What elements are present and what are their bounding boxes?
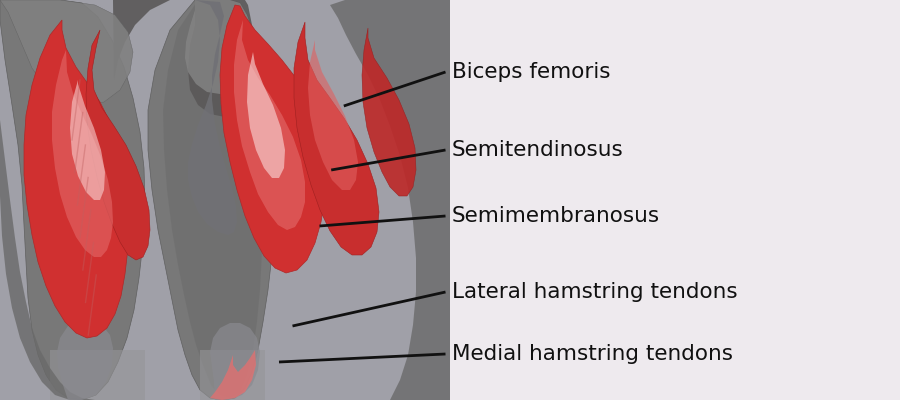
Polygon shape bbox=[247, 52, 285, 178]
Polygon shape bbox=[24, 20, 129, 338]
Polygon shape bbox=[148, 0, 276, 400]
Polygon shape bbox=[234, 20, 305, 230]
Polygon shape bbox=[188, 0, 237, 235]
Polygon shape bbox=[0, 0, 145, 400]
Text: Lateral hamstring tendons: Lateral hamstring tendons bbox=[452, 282, 737, 302]
Polygon shape bbox=[70, 80, 105, 200]
Polygon shape bbox=[0, 0, 133, 106]
Polygon shape bbox=[50, 350, 145, 400]
Polygon shape bbox=[163, 0, 263, 398]
Polygon shape bbox=[57, 320, 113, 400]
Polygon shape bbox=[86, 30, 150, 260]
Polygon shape bbox=[308, 40, 358, 190]
Polygon shape bbox=[52, 40, 113, 257]
Polygon shape bbox=[330, 0, 450, 400]
Text: Semitendinosus: Semitendinosus bbox=[452, 140, 623, 160]
Text: Medial hamstring tendons: Medial hamstring tendons bbox=[452, 344, 733, 364]
Polygon shape bbox=[294, 22, 379, 255]
Polygon shape bbox=[210, 350, 256, 400]
Text: Biceps femoris: Biceps femoris bbox=[452, 62, 610, 82]
Text: Semimembranosus: Semimembranosus bbox=[452, 206, 660, 226]
Polygon shape bbox=[362, 28, 416, 196]
Polygon shape bbox=[113, 0, 260, 117]
Polygon shape bbox=[200, 350, 265, 400]
Polygon shape bbox=[210, 323, 260, 400]
Polygon shape bbox=[220, 5, 326, 273]
Polygon shape bbox=[0, 0, 95, 400]
Polygon shape bbox=[185, 0, 255, 94]
Polygon shape bbox=[0, 0, 450, 400]
